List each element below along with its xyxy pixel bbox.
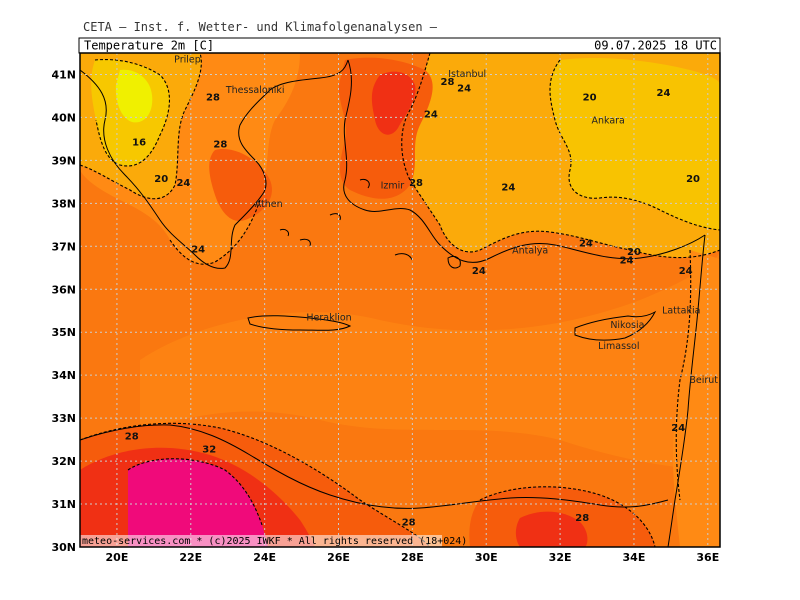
isotherm-value-label: 24 — [424, 109, 438, 120]
lon-tick-label: 26E — [327, 551, 350, 564]
lat-tick-label: 33N — [51, 412, 76, 425]
isotherm-value-label: 24 — [176, 178, 190, 189]
field-24-26-sea — [140, 250, 720, 470]
city-label: Athen — [255, 199, 283, 210]
city-label: Heraklion — [306, 313, 351, 324]
city-label: Lattakia — [662, 306, 700, 317]
coastlines — [80, 59, 706, 547]
isotherm-value-label: 24 — [579, 238, 593, 249]
isotherm-value-label: 28 — [409, 178, 423, 189]
lat-tick-label: 41N — [51, 68, 76, 81]
isotherm-value-label: 24 — [620, 255, 634, 266]
city-label: Limassol — [598, 341, 639, 352]
institution-title: CETA — Inst. f. Wetter- und Klimafolgena… — [83, 20, 438, 34]
lat-tick-label: 37N — [51, 240, 76, 253]
copyright-footer: meteo-services.com * (c)2025 IWKF * All … — [82, 536, 467, 547]
city-label: Thessaloniki — [225, 85, 285, 96]
isotherm-value-label: 20 — [583, 92, 597, 103]
isotherm-value-label: 16 — [132, 137, 146, 148]
city-label: Antalya — [512, 246, 548, 257]
isotherm-value-label: 28 — [402, 518, 416, 529]
lon-tick-label: 32E — [549, 551, 572, 564]
lon-tick-label: 24E — [253, 551, 276, 564]
isotherm-value-label: 24 — [191, 245, 205, 256]
isotherm-value-label: 24 — [457, 84, 471, 95]
lat-lon-grid — [80, 53, 720, 547]
city-label: Istanbul — [448, 69, 486, 80]
valid-time: 09.07.2025 18 UTC — [594, 39, 717, 53]
cyprus-outline — [574, 310, 657, 341]
lat-tick-label: 35N — [51, 326, 76, 339]
lat-tick-label: 30N — [51, 541, 76, 554]
city-label: Beirut — [689, 375, 718, 386]
lon-tick-label: 36E — [696, 551, 719, 564]
city-label: Izmir — [381, 180, 405, 191]
isotherm-value-label: 24 — [657, 88, 671, 99]
lat-tick-label: 40N — [51, 111, 76, 124]
map-frame — [79, 52, 721, 548]
city-label: Prilep — [174, 54, 201, 65]
rhodes-outline — [447, 255, 461, 269]
isotherm-value-label: 28 — [206, 92, 220, 103]
city-label: Nikosia — [610, 320, 644, 331]
isotherm-value-label: 32 — [202, 444, 216, 455]
lat-tick-label: 36N — [51, 283, 76, 296]
lon-tick-label: 30E — [475, 551, 498, 564]
isotherm-value-label: 24 — [472, 266, 486, 277]
lat-tick-label: 39N — [51, 154, 76, 167]
isotherm-value-label: 20 — [154, 174, 168, 185]
isotherm-value-label: 28 — [213, 140, 227, 151]
crete-outline — [247, 315, 352, 331]
field-africa-gt32 — [128, 458, 268, 547]
isotherms — [80, 53, 720, 547]
credit-box — [80, 535, 442, 547]
isotherm-value-label: 24 — [671, 423, 685, 434]
isotherm-value-label: 20 — [686, 174, 700, 185]
city-labels: Prilep Thessaloniki Istanbul Ankara Izmir Ath… — [174, 54, 718, 385]
lon-tick-label: 34E — [623, 551, 646, 564]
lon-tick-label: 28E — [401, 551, 424, 564]
lon-tick-label: 22E — [179, 551, 202, 564]
city-label: Ankara — [591, 115, 624, 126]
isotherm-value-label: 24 — [679, 266, 693, 277]
lat-tick-label: 32N — [51, 455, 76, 468]
lat-tick-label: 38N — [51, 197, 76, 210]
variable-title: Temperature 2m [C] — [84, 39, 214, 53]
field-aegean-hot — [371, 71, 416, 135]
isotherm-value-label: 28 — [575, 513, 589, 524]
isotherm-value-label: 20 — [627, 247, 641, 258]
isotherm-value-label: 28 — [125, 432, 139, 443]
lon-tick-label: 20E — [106, 551, 129, 564]
field-anatolia-16-20 — [550, 58, 720, 230]
isotherm-value-label: 24 — [501, 182, 515, 193]
field-nile-core — [515, 511, 588, 547]
axis-labels: 20E 22E 24E 26E 28E 30E 32E 34E 36E 41N 40N 39N 38N 3… — [51, 68, 719, 564]
isotherm-value-label: 28 — [440, 77, 454, 88]
lat-tick-label: 34N — [51, 369, 76, 382]
lat-tick-label: 31N — [51, 498, 76, 511]
field-greece-lt16 — [115, 69, 153, 123]
